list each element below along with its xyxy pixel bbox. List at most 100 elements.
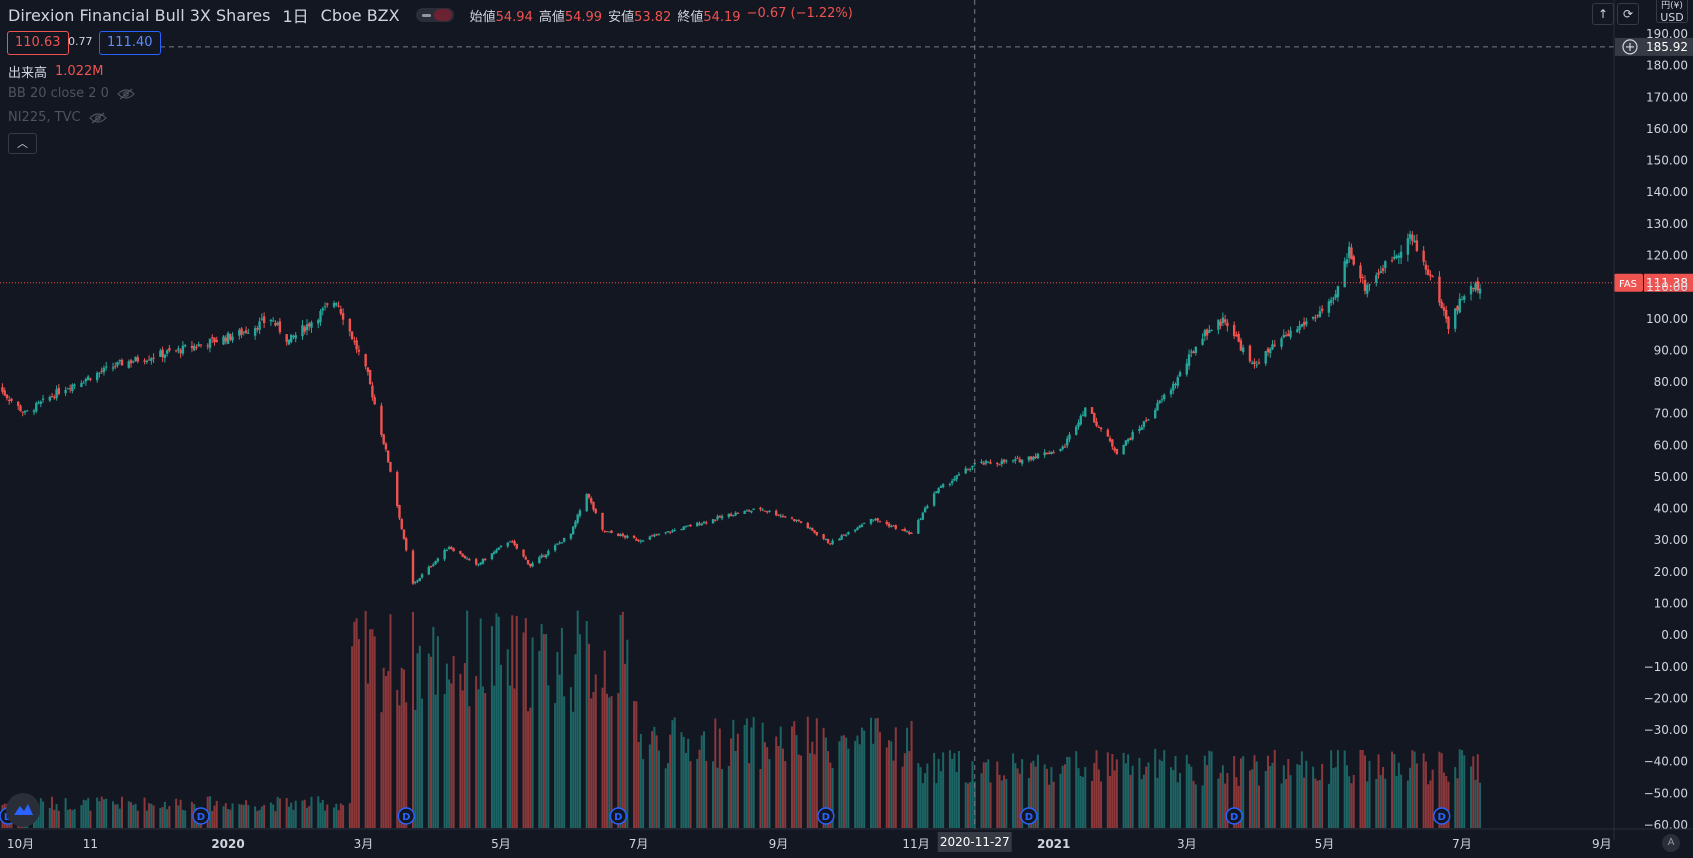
candle-body bbox=[892, 525, 895, 527]
candle-body bbox=[1144, 420, 1148, 422]
candle-body bbox=[522, 549, 525, 557]
volume-bar bbox=[939, 771, 942, 828]
volume-bar bbox=[863, 730, 866, 828]
volume-bar bbox=[317, 796, 320, 828]
bb-indicator[interactable]: BB 20 close 2 0 bbox=[8, 86, 135, 101]
arrow-up-icon[interactable]: ↑ bbox=[1592, 3, 1614, 25]
candle-body bbox=[556, 543, 559, 545]
dividend-marker-letter: D bbox=[197, 812, 205, 823]
interval-label[interactable]: 1日 bbox=[282, 7, 309, 26]
volume-bar bbox=[784, 761, 787, 828]
dividend-icon: D bbox=[192, 807, 210, 825]
refresh-icon[interactable]: ⟳ bbox=[1617, 3, 1639, 25]
candle-body bbox=[274, 322, 277, 326]
candle-body bbox=[1208, 330, 1211, 333]
symbol-name[interactable]: Direxion Financial Bull 3X Shares bbox=[8, 5, 271, 25]
volume-bar bbox=[815, 718, 818, 828]
candle-body bbox=[411, 550, 415, 584]
candle-body bbox=[668, 531, 672, 533]
candle-body bbox=[32, 410, 36, 413]
volume-bar bbox=[1415, 763, 1418, 828]
candle-body bbox=[1241, 347, 1245, 353]
volume-bar bbox=[894, 727, 897, 828]
candle-body bbox=[244, 330, 248, 333]
volume-bar bbox=[878, 732, 881, 828]
volume-bar bbox=[1208, 750, 1211, 828]
y-tick-label: 70.00 bbox=[1654, 407, 1688, 421]
candle-body bbox=[1363, 279, 1367, 292]
candle-body bbox=[199, 344, 203, 346]
candle-body bbox=[384, 443, 388, 450]
y-tick-label: −40.00 bbox=[1644, 755, 1688, 769]
volume-bar bbox=[538, 650, 541, 828]
volume-bar bbox=[969, 782, 972, 828]
volume-bar bbox=[499, 664, 502, 828]
candle-body bbox=[461, 553, 464, 557]
candle-body bbox=[1253, 361, 1256, 365]
currency-selector[interactable]: 円(¥) USD bbox=[1656, 0, 1688, 24]
candle-body bbox=[547, 550, 550, 555]
candle-body bbox=[1384, 261, 1387, 268]
candle-body bbox=[1282, 334, 1285, 338]
market-status-toggle[interactable] bbox=[415, 8, 454, 22]
candle-body bbox=[64, 389, 67, 394]
exchange-label: Cboe BZX bbox=[320, 5, 400, 25]
eye-off-icon[interactable] bbox=[88, 112, 107, 124]
volume-bar bbox=[48, 807, 51, 828]
dividend-marker-letter: D bbox=[402, 812, 410, 823]
candle-body bbox=[5, 394, 9, 399]
volume-bar bbox=[134, 803, 137, 828]
candle-body bbox=[842, 534, 846, 536]
candle-body bbox=[1284, 335, 1288, 337]
candle-body bbox=[1474, 283, 1477, 291]
candle-body bbox=[445, 550, 449, 552]
candle-body bbox=[1415, 240, 1419, 251]
volume-bar bbox=[721, 769, 724, 828]
candle-body bbox=[1302, 322, 1306, 326]
auto-scale-button[interactable]: A bbox=[1662, 834, 1680, 852]
volume-bar bbox=[524, 618, 527, 828]
bid-price-button[interactable]: 110.63 bbox=[7, 31, 69, 55]
volume-bar bbox=[971, 761, 974, 828]
volume-bar bbox=[105, 798, 108, 828]
ask-price-button[interactable]: 111.40 bbox=[99, 31, 161, 55]
dividend-marker-letter: D bbox=[822, 812, 830, 823]
volume-bar bbox=[856, 735, 859, 828]
candle-body bbox=[405, 538, 408, 551]
candle-body bbox=[1163, 394, 1166, 400]
volume-indicator[interactable]: 出来高 1.022M bbox=[8, 62, 103, 81]
volume-bar bbox=[213, 805, 216, 828]
eye-off-icon[interactable] bbox=[117, 88, 135, 100]
volume-bar bbox=[781, 748, 784, 828]
compare-indicator[interactable]: NI225, TVC bbox=[8, 110, 107, 125]
candle-body bbox=[732, 515, 735, 517]
candle-body bbox=[1111, 439, 1114, 447]
volume-bar bbox=[1273, 750, 1276, 828]
volume-bar bbox=[924, 773, 927, 828]
candle-body bbox=[1084, 407, 1087, 417]
volume-bar bbox=[603, 650, 606, 828]
volume-bar bbox=[402, 669, 405, 828]
volume-bar bbox=[953, 753, 956, 828]
candle-body bbox=[1047, 452, 1051, 454]
volume-bar bbox=[434, 694, 437, 828]
candle-body bbox=[872, 519, 875, 521]
volume-bar bbox=[382, 667, 385, 828]
volume-bar bbox=[245, 800, 248, 828]
candle-body bbox=[1320, 308, 1324, 311]
volume-bar bbox=[211, 810, 214, 828]
logo-icon[interactable] bbox=[6, 793, 40, 827]
chevron-up-icon[interactable]: ︿ bbox=[8, 133, 37, 154]
volume-bar bbox=[1382, 766, 1385, 828]
candle-body bbox=[1311, 316, 1315, 319]
spread-value: 0.77 bbox=[68, 35, 93, 48]
candle-body bbox=[1352, 256, 1355, 265]
candle-body bbox=[1440, 301, 1443, 308]
volume-bar bbox=[824, 737, 827, 828]
volume-bar bbox=[700, 735, 703, 828]
y-tick-label: −30.00 bbox=[1644, 723, 1688, 737]
volume-bar bbox=[653, 726, 656, 828]
candle-body bbox=[48, 396, 52, 401]
volume-bar bbox=[355, 618, 358, 828]
